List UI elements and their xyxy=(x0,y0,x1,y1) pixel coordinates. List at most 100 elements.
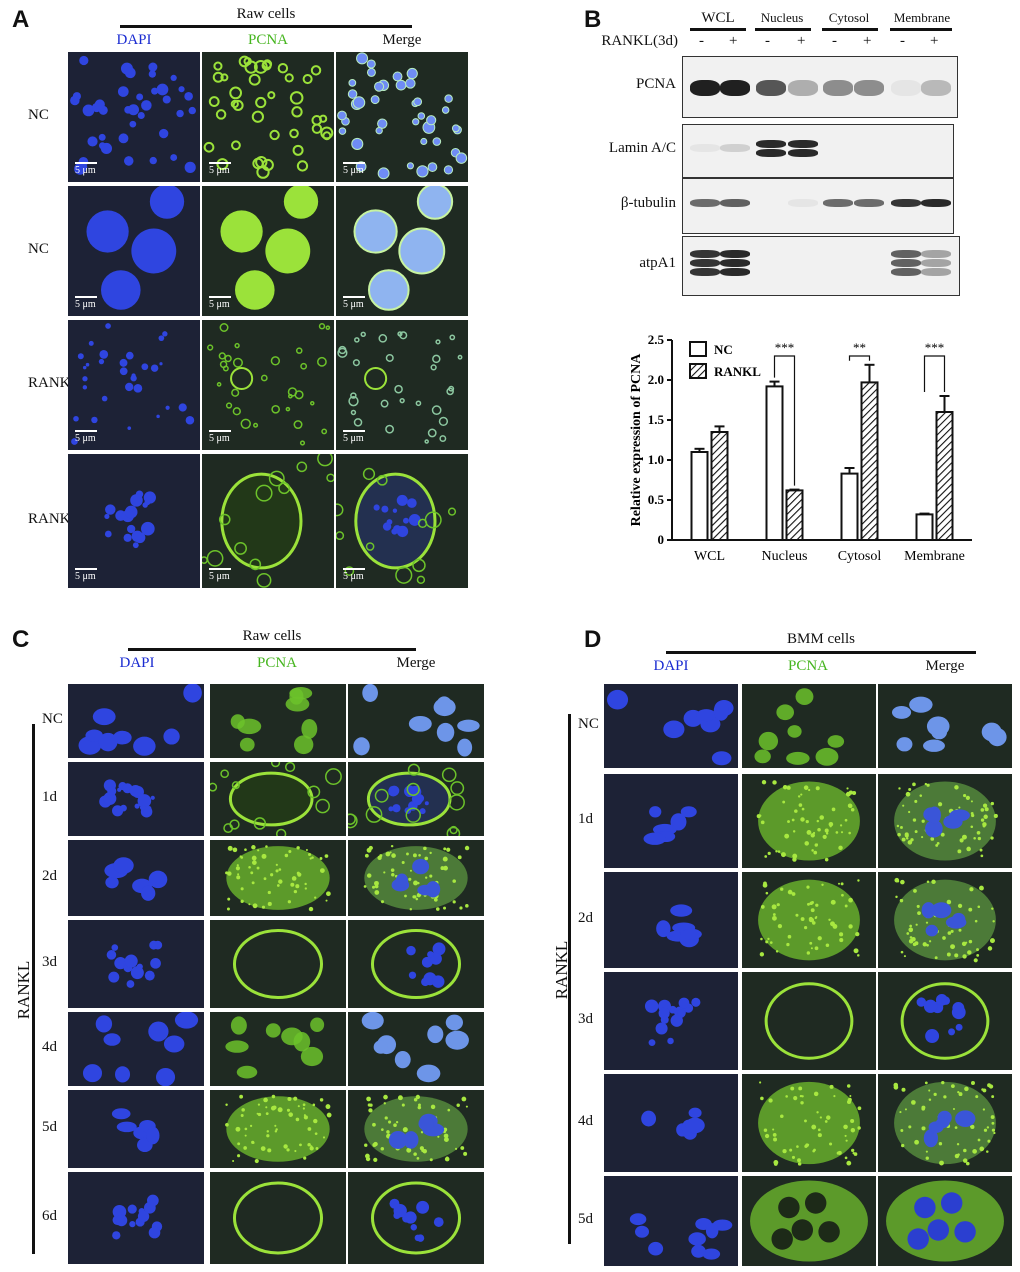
blot-band xyxy=(788,80,818,96)
blot-band xyxy=(854,80,884,96)
treatment-label: RANKL(3d) xyxy=(601,33,678,49)
panel-d-rankl-label: RANKL xyxy=(552,940,571,1000)
panel-c-micrograph-pcna xyxy=(210,1012,346,1086)
panel-d-title: BMM cells xyxy=(787,631,855,647)
blot-band xyxy=(756,80,786,96)
panel-a-row-label: NC xyxy=(28,241,49,257)
blot-band xyxy=(720,144,750,152)
panel-a-micrograph-merge: 5 μm xyxy=(336,186,468,316)
blot-strip xyxy=(682,56,958,118)
scale-bar: 5 μm xyxy=(209,296,231,310)
panel-d-rankl-bracket xyxy=(568,714,571,1244)
fraction-rule-nucleus xyxy=(755,28,811,31)
blot-band xyxy=(921,250,951,258)
panel-a-row-label: RANKL xyxy=(28,375,80,391)
panel-d-row-label: 1d xyxy=(578,811,593,827)
panel-d-row-label: 2d xyxy=(578,910,593,926)
panel-a-micrograph-pcna: 5 μm xyxy=(202,186,334,316)
blot-label: PCNA xyxy=(635,76,676,92)
blot-label: Lamin A/C xyxy=(608,140,676,156)
bar-rankl xyxy=(935,411,954,541)
panel-d-col-merge: Merge xyxy=(925,658,965,674)
lane-sign: + xyxy=(863,33,872,49)
panel-letter-c: C xyxy=(12,626,30,653)
fraction-rule-wcl xyxy=(690,28,746,31)
blot-band xyxy=(921,199,951,207)
panel-c-col-pcna: PCNA xyxy=(256,655,297,671)
lane-sign: + xyxy=(930,33,939,49)
blot-band xyxy=(690,80,720,96)
blot-band xyxy=(690,144,720,152)
panel-c-row-label: 3d xyxy=(42,954,57,970)
blot-band xyxy=(788,199,818,207)
panel-a-row-label: NC xyxy=(28,107,49,123)
lane-sign: + xyxy=(729,33,738,49)
panel-c-micrograph-dapi xyxy=(68,1090,204,1168)
panel-c-micrograph-dapi xyxy=(68,762,204,836)
scale-bar: 5 μm xyxy=(343,296,365,310)
panel-c-row-label: 5d xyxy=(42,1119,57,1135)
y-tick-label: 1.0 xyxy=(648,452,664,467)
blot-band xyxy=(921,259,951,267)
blot-band xyxy=(823,80,853,96)
blot-band xyxy=(720,250,750,258)
panel-a-micrograph-dapi: 5 μm xyxy=(68,186,200,316)
significance-bracket xyxy=(773,355,796,486)
panel-d-col-dapi: DAPI xyxy=(653,658,689,674)
y-tick-label: 1.5 xyxy=(648,412,665,427)
panel-a-title: Raw cells xyxy=(236,6,296,22)
x-tick-label: Nucleus xyxy=(762,549,808,564)
panel-c-title-rule xyxy=(128,648,416,651)
panel-d-micrograph-pcna xyxy=(742,774,876,868)
panel-d-micrograph-merge xyxy=(878,972,1012,1070)
panel-c-micrograph-pcna xyxy=(210,684,346,758)
panel-c-micrograph-merge xyxy=(348,1090,484,1168)
panel-a-micrograph-dapi: 5 μm xyxy=(68,454,200,588)
pcna-bar-chart: 0 0.5 1.0 1.5 2.0 2.5 Relative expression of P… xyxy=(629,332,972,564)
y-tick-label: 0.5 xyxy=(648,492,665,507)
blot-band xyxy=(690,250,720,258)
fraction-nucleus: Nucleus xyxy=(760,10,804,25)
blot-band xyxy=(720,268,750,276)
panel-d-micrograph-merge xyxy=(878,1176,1012,1266)
bar-rankl xyxy=(860,381,879,542)
blot-band xyxy=(921,268,951,276)
fraction-rule-membrane xyxy=(890,28,952,31)
scale-bar: 5 μm xyxy=(75,430,97,444)
blot-band xyxy=(720,199,750,207)
panel-c-micrograph-dapi xyxy=(68,1172,204,1264)
x-tick-label: WCL xyxy=(694,549,725,564)
blot-band xyxy=(720,80,750,96)
y-tick-label: 2.0 xyxy=(648,372,664,387)
panel-a-micrograph-dapi: 5 μm xyxy=(68,320,200,450)
fraction-membrane: Membrane xyxy=(893,10,951,25)
scale-bar: 5 μm xyxy=(343,568,365,582)
panel-d-micrograph-dapi xyxy=(604,972,738,1070)
panel-d-micrograph-merge xyxy=(878,684,1012,768)
blot-band xyxy=(756,139,786,148)
significance-bracket xyxy=(848,355,871,361)
scale-bar: 5 μm xyxy=(75,162,97,176)
panel-a-micrograph-pcna: 5 μm xyxy=(202,320,334,450)
significance-label: *** xyxy=(775,340,795,355)
fraction-rule-cytosol xyxy=(822,28,878,31)
panel-c-micrograph-pcna xyxy=(210,762,346,836)
panel-letter-d: D xyxy=(584,626,602,653)
panel-c-micrograph-merge xyxy=(348,1172,484,1264)
panel-c-row-label: NC xyxy=(42,711,63,727)
panel-c-micrograph-dapi xyxy=(68,1012,204,1086)
blot-band xyxy=(891,250,921,258)
blot-band xyxy=(788,148,818,157)
panel-c-col-dapi: DAPI xyxy=(119,655,155,671)
blot-strip xyxy=(682,178,954,234)
blot-band xyxy=(788,139,818,148)
panel-a-micrograph-merge: 5 μm xyxy=(336,52,468,182)
panel-letter-b: B xyxy=(584,6,602,33)
blot-band xyxy=(690,259,720,267)
panel-d-micrograph-pcna xyxy=(742,1074,876,1172)
bar-rankl xyxy=(710,431,729,541)
scale-bar: 5 μm xyxy=(343,162,365,176)
panel-a-micrograph-dapi: 5 μm xyxy=(68,52,200,182)
lane-sign: - xyxy=(699,33,704,49)
panel-c-row-label: 2d xyxy=(42,868,57,884)
